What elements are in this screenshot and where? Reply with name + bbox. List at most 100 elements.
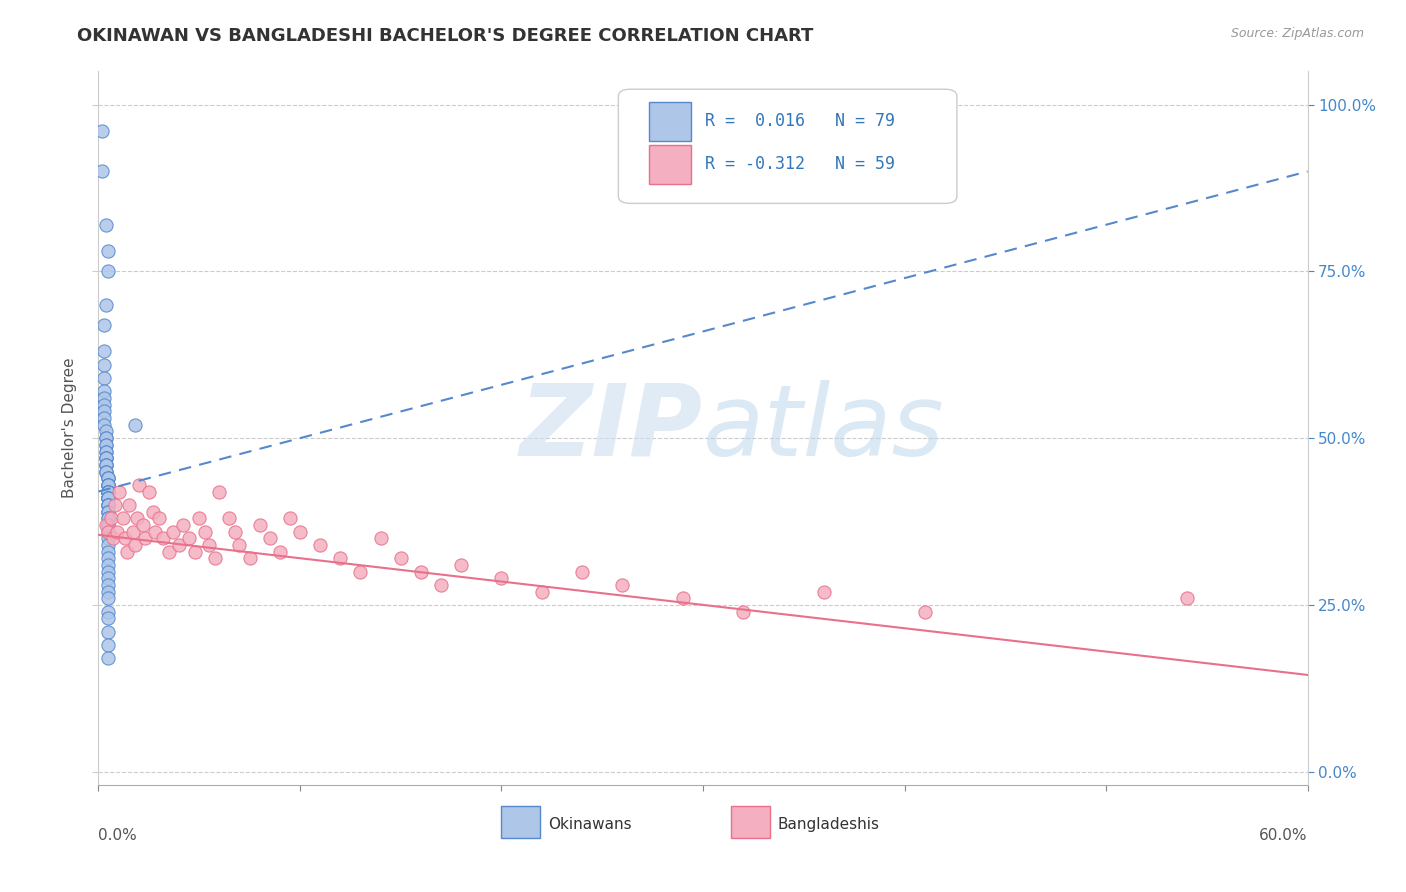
Point: [239, 551, 262, 566]
Text: ZIP: ZIP: [520, 380, 703, 476]
Point: [228, 538, 250, 552]
Point: [97, 471, 120, 485]
Point: [96, 431, 118, 445]
Point: [157, 544, 180, 558]
Point: [103, 498, 125, 512]
Point: [97, 584, 120, 599]
Point: [97, 544, 120, 558]
Point: [97, 264, 120, 278]
Point: [97, 551, 120, 566]
Point: [97, 651, 120, 665]
Point: [96, 451, 118, 466]
Point: [162, 524, 184, 539]
Point: [107, 484, 129, 499]
Point: [128, 478, 150, 492]
Point: [101, 531, 124, 545]
Text: R = -0.312   N = 59: R = -0.312 N = 59: [706, 155, 896, 173]
Point: [96, 458, 118, 472]
Text: Source: ZipAtlas.com: Source: ZipAtlas.com: [1230, 27, 1364, 40]
Bar: [731, 806, 769, 838]
Point: [93, 318, 115, 332]
Point: [97, 478, 120, 492]
Y-axis label: Bachelor's Degree: Bachelor's Degree: [62, 358, 77, 499]
Point: [167, 538, 190, 552]
Point: [184, 544, 207, 558]
Point: [91, 164, 114, 178]
Point: [198, 538, 221, 552]
Point: [97, 491, 120, 506]
Point: [93, 344, 115, 359]
Point: [491, 571, 513, 585]
Point: [97, 478, 120, 492]
Point: [97, 578, 120, 592]
Point: [96, 431, 118, 445]
Point: [97, 558, 120, 572]
Point: [97, 491, 120, 506]
Point: [612, 578, 634, 592]
Point: [218, 511, 240, 525]
Text: 0.0%: 0.0%: [98, 828, 138, 843]
Point: [134, 531, 156, 545]
Point: [204, 551, 226, 566]
Point: [97, 504, 120, 518]
Point: [124, 417, 146, 432]
Point: [97, 471, 120, 485]
Text: Okinawans: Okinawans: [548, 817, 631, 831]
Point: [96, 438, 118, 452]
Point: [97, 498, 120, 512]
Point: [97, 484, 120, 499]
Point: [97, 498, 120, 512]
Point: [249, 517, 271, 532]
Point: [96, 444, 118, 458]
Point: [93, 384, 115, 399]
Point: [96, 458, 118, 472]
Point: [97, 565, 120, 579]
Point: [96, 425, 118, 439]
Point: [97, 611, 120, 625]
Point: [125, 511, 148, 525]
Point: [96, 438, 118, 452]
Point: [571, 565, 593, 579]
Point: [121, 524, 143, 539]
Point: [259, 531, 281, 545]
Point: [97, 491, 120, 506]
Point: [97, 524, 120, 539]
Point: [97, 491, 120, 506]
Point: [93, 404, 115, 418]
Point: [93, 391, 115, 405]
Point: [194, 524, 217, 539]
Point: [224, 524, 246, 539]
Point: [278, 511, 301, 525]
Point: [138, 484, 160, 499]
Point: [172, 517, 194, 532]
Text: R =  0.016   N = 79: R = 0.016 N = 79: [706, 112, 896, 130]
Point: [97, 538, 120, 552]
Point: [97, 605, 120, 619]
Point: [148, 511, 170, 525]
Point: [409, 565, 432, 579]
Point: [672, 591, 695, 606]
Point: [96, 218, 118, 232]
FancyBboxPatch shape: [619, 89, 957, 203]
Point: [96, 458, 118, 472]
Point: [309, 538, 332, 552]
Point: [142, 504, 165, 518]
Point: [93, 411, 115, 425]
Point: [97, 478, 120, 492]
Point: [97, 511, 120, 525]
Point: [97, 571, 120, 585]
Bar: [648, 145, 690, 184]
Point: [1175, 591, 1198, 606]
Text: Bangladeshis: Bangladeshis: [778, 817, 880, 831]
Point: [269, 544, 291, 558]
Text: OKINAWAN VS BANGLADESHI BACHELOR'S DEGREE CORRELATION CHART: OKINAWAN VS BANGLADESHI BACHELOR'S DEGRE…: [77, 27, 814, 45]
Point: [93, 358, 115, 372]
Bar: [501, 806, 540, 838]
Point: [450, 558, 472, 572]
Point: [97, 524, 120, 539]
Point: [97, 504, 120, 518]
Point: [152, 531, 174, 545]
Point: [208, 484, 231, 499]
Point: [96, 298, 118, 312]
Point: [97, 484, 120, 499]
